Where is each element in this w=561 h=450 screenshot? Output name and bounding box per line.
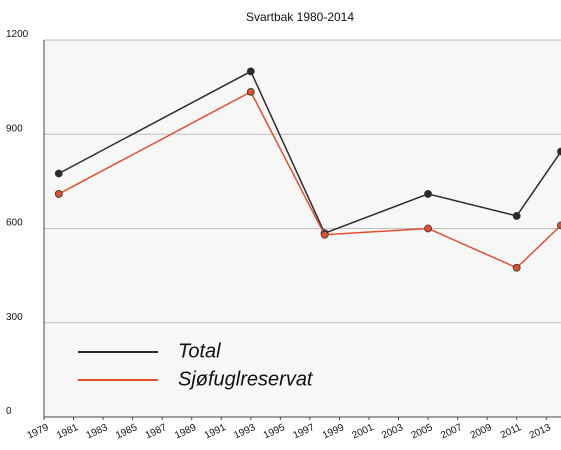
x-tick-label: 2009 — [469, 422, 494, 442]
y-tick-label: 1200 — [6, 29, 29, 40]
plot-area — [54, 67, 561, 272]
x-tick-label: 1987 — [144, 422, 169, 442]
data-point — [424, 190, 432, 198]
x-tick-label: 1985 — [114, 422, 139, 442]
x-tick-label: 2001 — [351, 422, 376, 442]
x-tick-label: 2007 — [439, 422, 464, 442]
x-tick-label: 1979 — [26, 422, 51, 442]
x-tick-label: 1995 — [262, 422, 287, 442]
chart-title: Svartbak 1980-2014 — [246, 10, 354, 24]
legend-label: Sjøfuglreservat — [178, 368, 314, 390]
y-tick-label: 0 — [6, 406, 12, 417]
x-tick-label: 2011 — [499, 422, 524, 441]
x-tick-label: 1989 — [173, 422, 198, 442]
data-point — [54, 190, 63, 198]
data-point — [557, 147, 561, 156]
x-tick-label: 1993 — [232, 422, 257, 442]
x-tick-label: 1997 — [291, 422, 316, 442]
x-tick-label: 1991 — [203, 422, 228, 442]
x-tick-label: 1983 — [85, 422, 110, 442]
y-tick-label: 600 — [6, 218, 23, 229]
data-point — [512, 212, 521, 220]
x-tick-label: 2013 — [528, 422, 553, 442]
data-point — [246, 67, 255, 76]
data-point — [424, 224, 432, 233]
y-tick-label: 300 — [6, 312, 23, 323]
x-tick-label: 2005 — [410, 422, 435, 442]
data-point — [320, 230, 329, 239]
series-line — [58, 70, 561, 235]
data-point — [54, 169, 63, 178]
series-line — [58, 90, 561, 269]
x-tick-label: 2003 — [380, 422, 405, 442]
y-tick-label: 900 — [6, 123, 23, 134]
x-tick-label: 1981 — [55, 422, 80, 442]
data-point — [512, 263, 521, 272]
data-point — [557, 221, 561, 230]
x-tick-label: 1999 — [321, 422, 346, 442]
data-point — [246, 87, 255, 96]
legend-label: Total — [178, 340, 221, 362]
